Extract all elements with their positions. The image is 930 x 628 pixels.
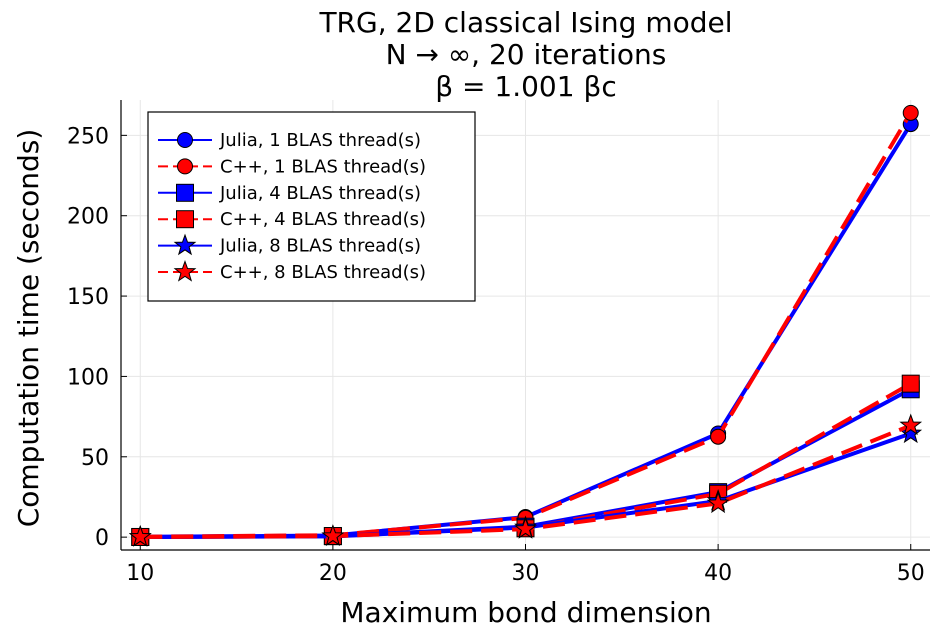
- axes: 10 20 30 40 50 0 50 100 150 200 250: [67, 100, 930, 586]
- legend-entry: Julia, 8 BLAS thread(s): [158, 233, 421, 257]
- series-6: [128, 413, 923, 547]
- legend-label: Julia, 8 BLAS thread(s): [219, 236, 421, 257]
- data-point-star: [321, 524, 345, 546]
- y-tick-label: 200: [67, 205, 109, 230]
- legend-entry: C++, 8 BLAS thread(s): [158, 260, 426, 283]
- x-tick-label: 40: [704, 561, 732, 586]
- legend-box: [147, 111, 476, 302]
- series-layer: [128, 104, 923, 547]
- data-point-star: [514, 517, 537, 539]
- legend-marker-circle: [177, 132, 193, 148]
- data-point-circle: [902, 104, 919, 121]
- x-axis-label: Maximum bond dimension: [340, 596, 711, 628]
- legend-label: Julia, 4 BLAS thread(s): [219, 183, 421, 204]
- legend-marker-square: [176, 210, 194, 229]
- chart-title-line: N → ∞, 20 iterations: [386, 38, 667, 71]
- legend-label: C++, 8 BLAS thread(s): [220, 262, 426, 283]
- y-tick-label: 0: [95, 526, 109, 551]
- x-tick-label: 10: [126, 561, 154, 586]
- y-axis-label: Computation time (seconds): [12, 129, 45, 528]
- legend: Julia, 1 BLAS thread(s) C++, 1 BLAS threa…: [147, 111, 476, 302]
- legend-marker-circle: [177, 158, 193, 175]
- data-point-star: [128, 525, 152, 547]
- x-tick-label: 50: [897, 561, 925, 586]
- x-tick-label: 20: [319, 561, 347, 586]
- y-tick-label: 100: [67, 365, 109, 390]
- legend-entry: C++, 4 BLAS thread(s): [158, 209, 426, 230]
- chart-title-line: TRG, 2D classical Ising model: [318, 6, 732, 39]
- data-point-star: [899, 413, 923, 436]
- legend-label: C++, 4 BLAS thread(s): [220, 209, 426, 230]
- legend-label: C++, 1 BLAS thread(s): [220, 156, 426, 177]
- legend-marker-star: [173, 233, 197, 256]
- y-tick-label: 50: [81, 446, 109, 471]
- legend-marker-star: [173, 260, 197, 282]
- y-tick-label: 250: [67, 124, 109, 149]
- data-point-square: [901, 374, 920, 393]
- legend-entry: Julia, 4 BLAS thread(s): [158, 183, 421, 204]
- legend-entry: Julia, 1 BLAS thread(s): [158, 130, 421, 151]
- legend-entry: C++, 1 BLAS thread(s): [158, 156, 426, 177]
- data-point-star: [706, 491, 730, 514]
- x-tick-label: 30: [512, 561, 540, 586]
- chart-title-line: β = 1.001 βc: [435, 70, 616, 103]
- data-point-circle: [710, 428, 727, 445]
- y-tick-label: 150: [67, 285, 109, 310]
- legend-marker-square: [176, 183, 194, 202]
- legend-label: Julia, 1 BLAS thread(s): [219, 130, 421, 151]
